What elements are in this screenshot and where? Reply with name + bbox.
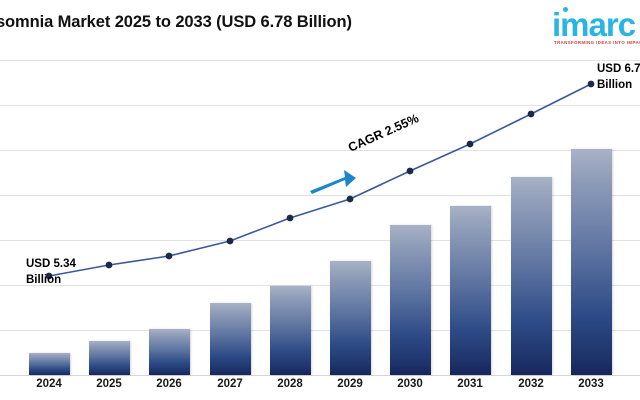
gridline	[0, 330, 640, 331]
x-tick-2029: 2029	[337, 378, 363, 390]
logo-wordmark: imarc	[552, 6, 636, 43]
bar-2030[interactable]	[390, 225, 431, 375]
data-point-2031[interactable]	[466, 140, 474, 148]
bar-2031[interactable]	[450, 206, 491, 375]
bar-2027[interactable]	[210, 303, 251, 375]
data-point-2029[interactable]	[346, 195, 354, 203]
x-tick-2025: 2025	[96, 378, 122, 390]
x-tick-2030: 2030	[397, 378, 423, 390]
bar-2033[interactable]	[571, 149, 612, 375]
bar-2028[interactable]	[270, 286, 311, 375]
x-axis-labels: 2024 2025 2026 2027 2028 2029 2030 2031 …	[0, 378, 640, 400]
x-axis-line	[0, 375, 640, 376]
x-tick-2026: 2026	[156, 378, 182, 390]
x-tick-2024: 2024	[36, 378, 62, 390]
gridline	[0, 240, 640, 241]
end-value-callout: USD 6.7 Billion	[597, 61, 640, 93]
bar-2025[interactable]	[89, 341, 130, 375]
plot-area: USD 5.34 Billion USD 6.7 Billion CAGR 2.…	[0, 58, 640, 376]
bar-2026[interactable]	[149, 329, 190, 375]
gridline	[0, 105, 640, 106]
bar-2024[interactable]	[29, 353, 70, 375]
x-tick-2033: 2033	[578, 378, 604, 390]
trend-line	[48, 83, 592, 277]
data-point-2032[interactable]	[527, 110, 535, 118]
logo-dot-icon	[563, 7, 568, 12]
gridline	[0, 60, 640, 61]
data-point-2030[interactable]	[406, 167, 414, 175]
data-point-2026[interactable]	[165, 252, 173, 260]
start-value-callout: USD 5.34 Billion	[26, 256, 76, 288]
page-title: nsomnia Market 2025 to 2033 (USD 6.78 Bi…	[0, 13, 352, 31]
x-tick-2031: 2031	[457, 378, 483, 390]
bar-2032[interactable]	[511, 177, 552, 375]
gridline	[0, 285, 640, 286]
data-point-2028[interactable]	[286, 214, 294, 222]
gridline	[0, 195, 640, 196]
data-point-2025[interactable]	[105, 261, 113, 269]
end-value-line2: Billion	[597, 79, 633, 91]
start-value-line2: Billion	[26, 274, 62, 286]
trend-line-overlay	[45, 80, 595, 280]
data-point-2033[interactable]	[587, 80, 595, 88]
end-value-line1: USD 6.7	[597, 63, 640, 75]
growth-arrow-icon	[310, 170, 356, 194]
data-point-2027[interactable]	[226, 237, 234, 245]
logo-tagline: TRANSFORMING IDEAS INTO IMPACT	[554, 40, 640, 45]
x-tick-2032: 2032	[518, 378, 544, 390]
data-point-2024[interactable]	[45, 272, 53, 280]
imarc-logo: imarc TRANSFORMING IDEAS INTO IMPACT	[546, 4, 640, 50]
start-value-line1: USD 5.34	[26, 258, 76, 270]
bar-2029[interactable]	[330, 261, 371, 375]
x-tick-2027: 2027	[217, 378, 243, 390]
gridline	[0, 150, 640, 151]
x-tick-2028: 2028	[277, 378, 303, 390]
